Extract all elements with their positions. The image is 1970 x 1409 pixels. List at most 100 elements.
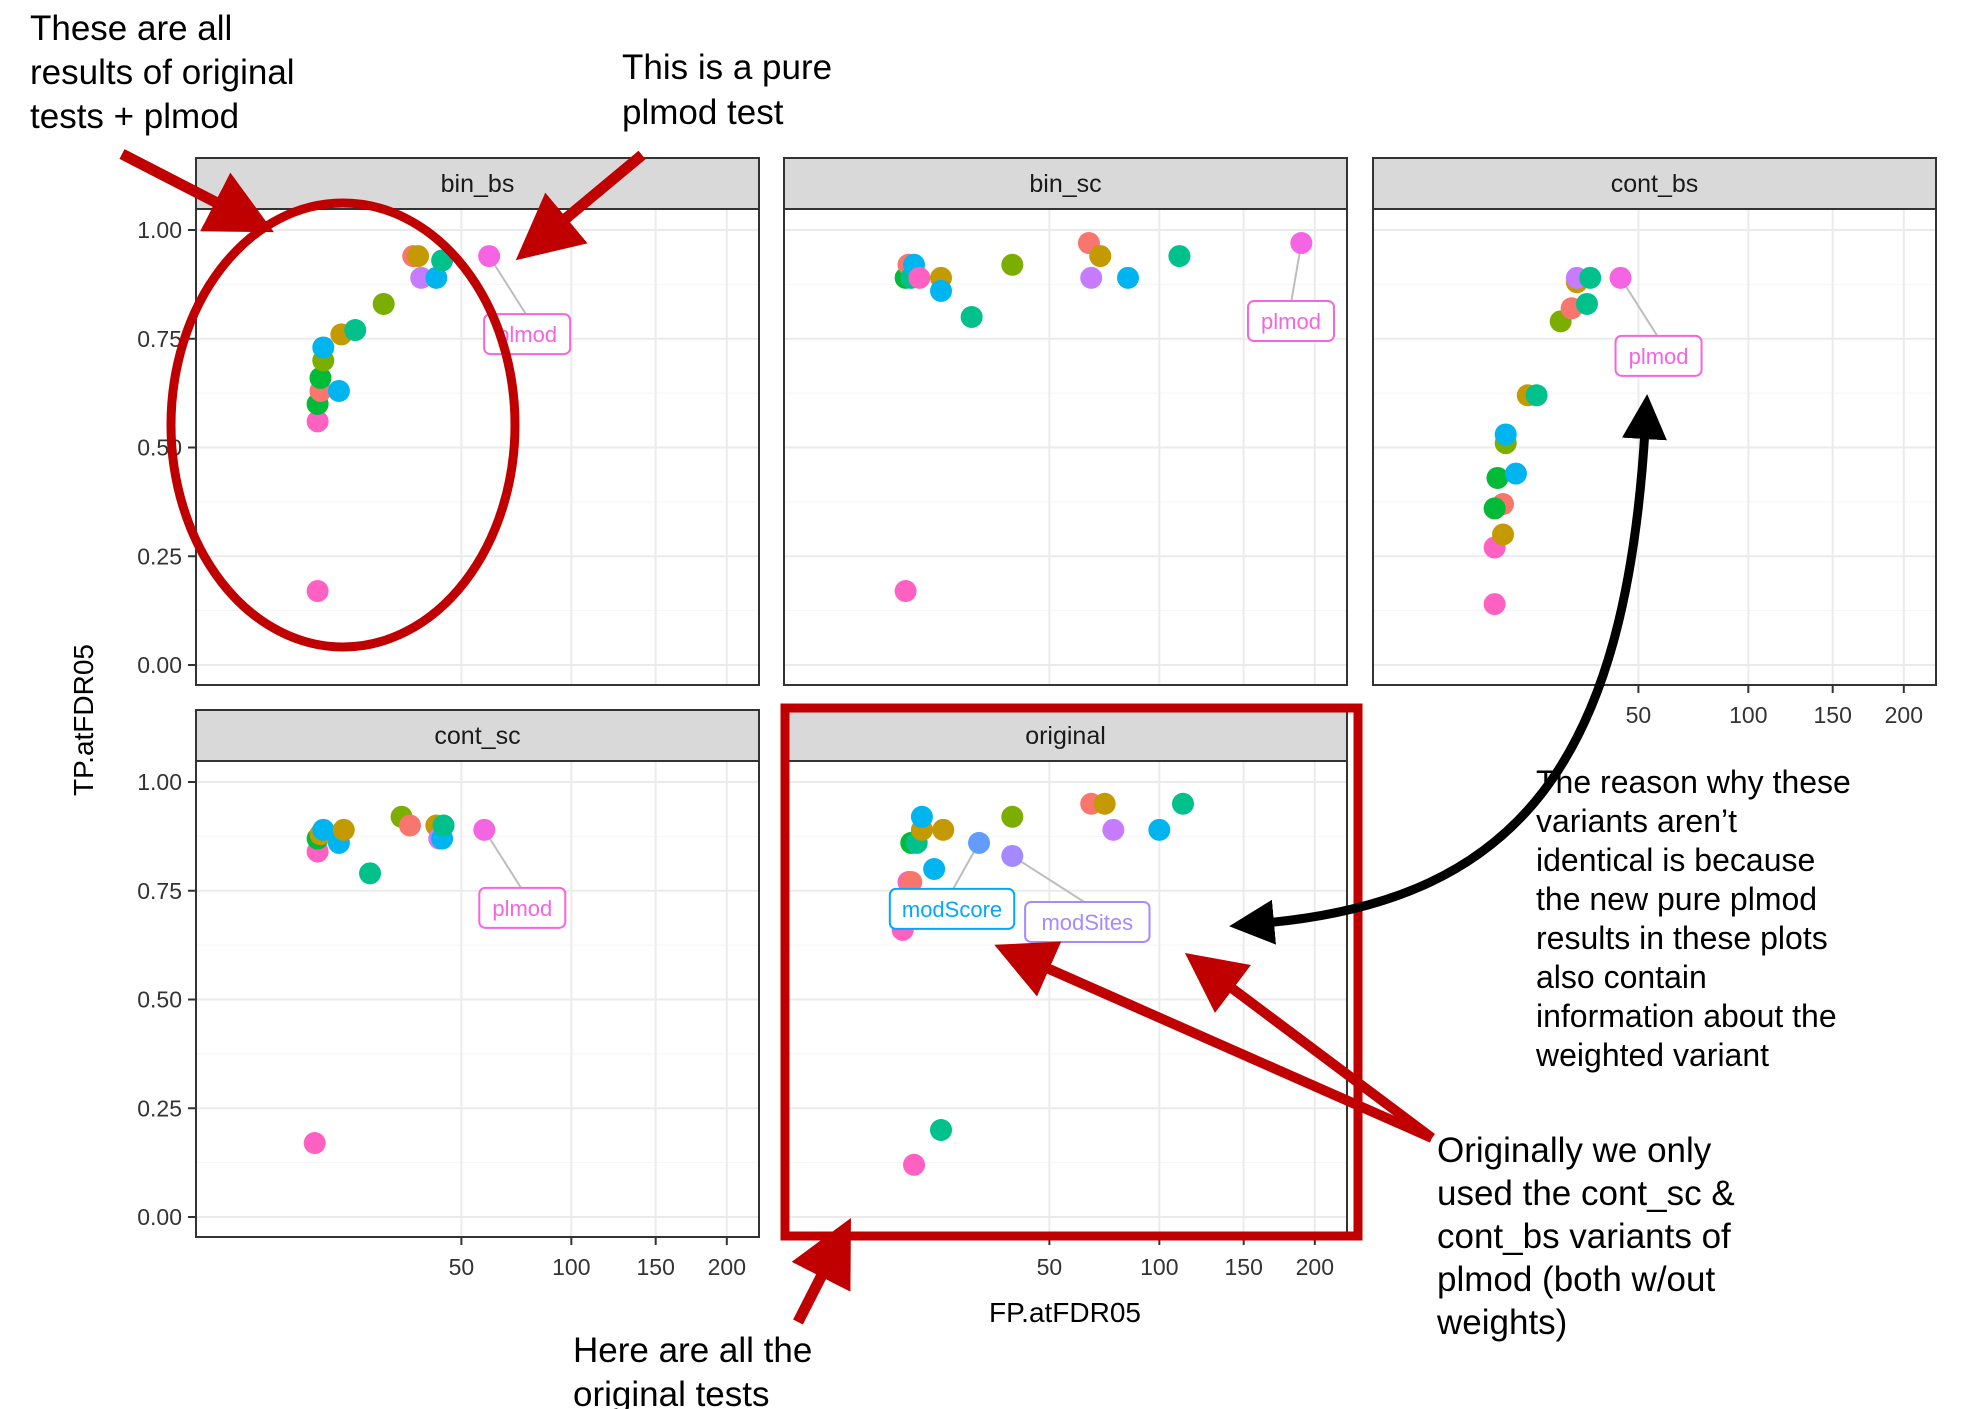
x-tick-label: 50 xyxy=(1037,1254,1063,1280)
y-tick-label: 0.00 xyxy=(137,652,182,678)
data-point xyxy=(1001,844,1024,867)
note-ellipse-line: tests + plmod xyxy=(30,97,239,136)
x-tick-label: 150 xyxy=(1814,702,1852,728)
data-point xyxy=(1290,232,1313,255)
data-point xyxy=(1116,266,1139,289)
data-point xyxy=(1609,266,1632,289)
note-pure-plmod: This is a pure plmod test xyxy=(622,48,842,132)
data-point xyxy=(908,266,931,289)
data-point xyxy=(900,871,923,894)
y-tick-label: 1.00 xyxy=(137,217,182,243)
data-point xyxy=(1483,593,1506,616)
point-label: modSites xyxy=(1041,910,1133,935)
facet-strip xyxy=(783,157,1348,210)
data-point xyxy=(398,814,421,837)
note-reason-line: results in these plots xyxy=(1536,920,1828,956)
x-tick-label: 150 xyxy=(637,1254,675,1280)
x-tick-label: 100 xyxy=(1729,702,1767,728)
note-original-tests: Here are all the original tests xyxy=(573,1331,822,1409)
facet-panels: bin_bsplmodbin_scplmodcont_bsplmodcont_s… xyxy=(195,157,1937,1238)
data-point xyxy=(910,805,933,828)
note-original-tests-line: original tests xyxy=(573,1375,769,1409)
data-point xyxy=(372,292,395,315)
double-arrow-black xyxy=(1229,394,1667,945)
label-connector xyxy=(1619,277,1660,339)
data-point xyxy=(1093,792,1116,815)
note-reason-line: The reason why these xyxy=(1536,764,1851,800)
data-point xyxy=(327,379,350,402)
note-reason-line: weighted variant xyxy=(1535,1037,1769,1073)
x-tick-label: 150 xyxy=(1225,1254,1263,1280)
y-axis-title: TP.atFDR05 xyxy=(68,644,99,796)
x-tick-label: 200 xyxy=(708,1254,746,1280)
data-point xyxy=(1492,523,1515,546)
y-tick-label: 0.25 xyxy=(137,543,182,569)
x-tick-label: 200 xyxy=(1296,1254,1334,1280)
data-point xyxy=(1001,253,1024,276)
data-point xyxy=(930,1119,953,1141)
data-point xyxy=(1089,245,1112,268)
facet-strip-label: bin_sc xyxy=(1029,170,1101,198)
data-point xyxy=(930,279,953,302)
note-reason-line: identical is because xyxy=(1536,842,1815,878)
x-tick-label: 100 xyxy=(552,1254,590,1280)
data-point xyxy=(894,580,917,603)
note-originally-line: Originally we only xyxy=(1437,1131,1712,1170)
data-point xyxy=(1168,245,1191,268)
note-originally: Originally we only used the cont_sc & co… xyxy=(1436,1131,1744,1342)
point-label: plmod xyxy=(1629,344,1689,369)
point-label: plmod xyxy=(1261,309,1321,334)
note-reason-line: also contain xyxy=(1536,959,1707,995)
data-point xyxy=(1579,266,1602,289)
data-point xyxy=(1102,818,1125,841)
point-label-box xyxy=(1614,334,1703,377)
facet-strip-label: cont_bs xyxy=(1611,170,1699,198)
note-ellipse: These are all results of original tests … xyxy=(30,9,304,136)
x-tick-label: 50 xyxy=(449,1254,475,1280)
note-pure-plmod-line: This is a pure xyxy=(622,48,832,87)
x-tick-label: 100 xyxy=(1140,1254,1178,1280)
y-tick-label: 0.25 xyxy=(137,1095,182,1121)
highlight-ellipse xyxy=(166,198,520,652)
y-tick-label: 1.00 xyxy=(137,769,182,795)
point-label: plmod xyxy=(492,896,552,921)
data-point xyxy=(1525,384,1548,407)
arrow-to-modscore xyxy=(994,941,1435,1143)
facet-strip-label: bin_bs xyxy=(441,170,515,198)
data-point xyxy=(344,319,367,342)
data-point xyxy=(1148,818,1171,841)
point-label-box xyxy=(1247,300,1335,343)
facet-strip xyxy=(1372,157,1937,210)
note-pure-plmod-line: plmod test xyxy=(622,93,784,132)
data-point xyxy=(1483,497,1506,520)
data-point xyxy=(410,266,433,289)
shared-axes: 0.000.250.500.751.000.000.250.500.751.00… xyxy=(68,217,1923,1328)
note-reason: The reason why these variants aren’t ide… xyxy=(1535,764,1860,1073)
note-original-tests-line: Here are all the xyxy=(573,1331,812,1370)
x-tick-label: 50 xyxy=(1626,702,1652,728)
note-originally-line: plmod (both w/out xyxy=(1437,1260,1715,1299)
note-reason-line: variants aren’t xyxy=(1536,803,1737,839)
data-point xyxy=(312,336,335,359)
data-point xyxy=(1171,792,1194,815)
annotation-overlay xyxy=(119,149,1667,1325)
point-label-box xyxy=(478,886,567,929)
x-tick-label: 200 xyxy=(1885,702,1923,728)
data-point xyxy=(1080,266,1103,289)
data-point xyxy=(432,814,455,837)
arrow-to-plmod-point xyxy=(515,150,646,261)
y-tick-label: 0.75 xyxy=(137,326,182,352)
data-point xyxy=(473,818,496,841)
data-point xyxy=(332,818,355,841)
facet-strip-label: cont_sc xyxy=(434,722,520,750)
note-reason-line: the new pure plmod xyxy=(1536,881,1817,917)
point-label-box xyxy=(1024,900,1151,943)
y-tick-label: 0.75 xyxy=(137,878,182,904)
data-point xyxy=(1504,462,1527,485)
data-point xyxy=(478,245,501,268)
label-connector xyxy=(483,829,524,891)
note-originally-line: weights) xyxy=(1436,1303,1567,1342)
